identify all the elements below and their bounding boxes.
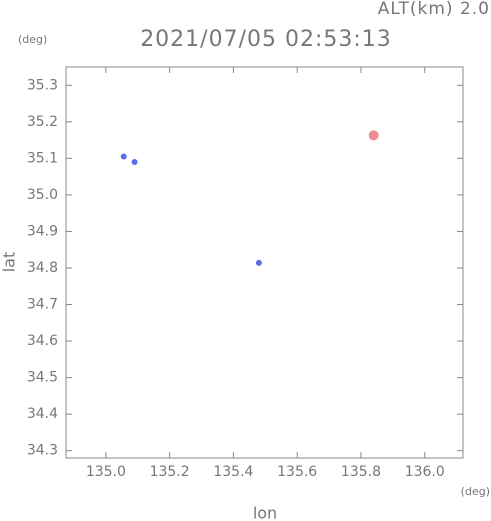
chart-title: 2021/07/05 02:53:13 [140, 27, 392, 52]
y-tick-label: 34.6 [27, 333, 58, 349]
subtitle: ALT(km) 2.0 [378, 0, 490, 19]
point [131, 159, 138, 166]
x-tick-label: 135.0 [86, 464, 126, 480]
x-tick-label: 136.0 [405, 464, 445, 480]
x-tick-label: 135.6 [277, 464, 317, 480]
x-unit: (deg) [461, 485, 490, 498]
x-label: lon [253, 504, 277, 521]
point [255, 259, 262, 266]
y-tick-label: 34.5 [27, 370, 58, 386]
y-tick-label: 35.0 [27, 187, 58, 203]
y-tick-label: 34.7 [27, 297, 58, 313]
y-tick-label: 35.2 [27, 114, 58, 130]
y-label: lat [0, 252, 19, 273]
point [368, 130, 379, 141]
x-tick-label: 135.2 [150, 464, 190, 480]
y-tick-label: 34.4 [27, 406, 58, 422]
plot-frame [65, 66, 464, 459]
x-tick-label: 135.8 [341, 464, 381, 480]
y-tick-label: 34.8 [27, 260, 58, 276]
point [120, 153, 127, 160]
y-unit: (deg) [18, 33, 47, 46]
y-tick-label: 34.9 [27, 223, 58, 239]
y-tick-label: 35.1 [27, 150, 58, 166]
y-tick-label: 35.3 [27, 77, 58, 93]
x-tick-label: 135.4 [213, 464, 253, 480]
y-tick-label: 34.3 [27, 443, 58, 459]
